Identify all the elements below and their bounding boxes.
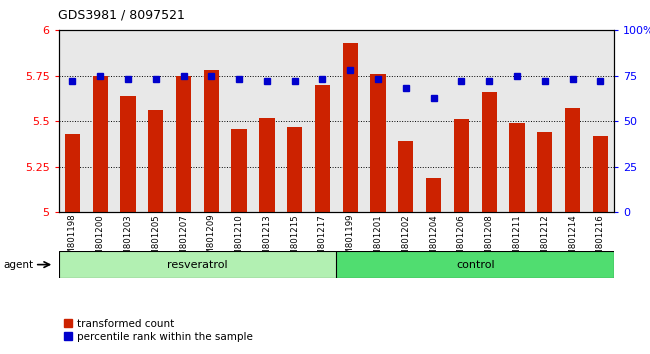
Bar [343,43,358,212]
Bar [337,251,614,278]
Bar [176,76,191,212]
Bar [287,127,302,212]
Bar [203,70,219,212]
Bar [593,136,608,212]
Bar [565,108,580,212]
Legend: transformed count, percentile rank within the sample: transformed count, percentile rank withi… [64,319,253,342]
Bar [426,178,441,212]
Bar [537,132,552,212]
Text: control: control [456,259,495,270]
Bar [454,119,469,212]
Bar [370,74,385,212]
Bar [398,141,413,212]
Bar [58,251,337,278]
Bar [510,123,525,212]
Text: agent: agent [3,259,33,270]
Bar [148,110,163,212]
Bar [259,118,274,212]
Bar [315,85,330,212]
Bar [120,96,136,212]
Bar [92,76,108,212]
Text: GDS3981 / 8097521: GDS3981 / 8097521 [58,9,185,22]
Bar [482,92,497,212]
Text: resveratrol: resveratrol [167,259,228,270]
Bar [65,134,80,212]
Bar [231,129,247,212]
